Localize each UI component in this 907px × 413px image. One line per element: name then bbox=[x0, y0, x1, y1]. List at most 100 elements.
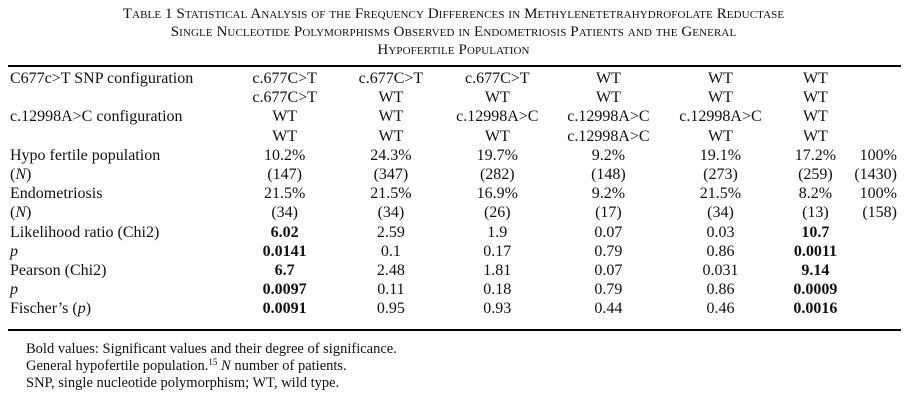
footnote-n-definition: number of patients. bbox=[234, 358, 347, 374]
table-cell bbox=[854, 69, 897, 88]
table-cell: 0.03 bbox=[706, 223, 735, 241]
table-cell: 0.0091 bbox=[262, 300, 307, 318]
table-cell: 21.5% bbox=[699, 185, 742, 203]
footnote-reference: 15 bbox=[208, 357, 218, 367]
table-cell: (1430) bbox=[854, 165, 897, 183]
table-cell: 21.5% bbox=[370, 185, 412, 203]
table-row: WT WT WT c.12998A>C WT WT bbox=[10, 127, 897, 146]
table-row: (N) (147) (347) (282) (148) (273) (259) (1430) bbox=[10, 165, 897, 184]
table-cell: 24.3% bbox=[370, 146, 412, 164]
table-cell: (34) bbox=[271, 204, 298, 222]
table-cell: 0.79 bbox=[594, 242, 623, 260]
table-row: p 0.0097 0.11 0.18 0.79 0.86 0.0009 bbox=[10, 280, 897, 299]
table-cell: 0.0141 bbox=[262, 242, 307, 260]
table-cell: WT bbox=[272, 108, 298, 126]
table-cell: 6.7 bbox=[274, 261, 295, 279]
table-cell: (34) bbox=[707, 204, 734, 222]
table-row: Pearson (Chi2) 6.7 2.48 1.81 0.07 0.031 9.14 bbox=[10, 261, 897, 280]
table-cell: 0.46 bbox=[706, 300, 735, 318]
caption-line-1: Table 1 Statistical Analysis of the Freq… bbox=[122, 6, 785, 22]
table-cell bbox=[854, 242, 897, 261]
table-cell: c.12998A>C bbox=[679, 108, 762, 126]
table-cell: (147) bbox=[267, 165, 302, 183]
table-cell: c.677C>T bbox=[252, 89, 317, 107]
table-cell: (273) bbox=[703, 165, 738, 183]
table-row: c.12998A>C configuration WT WT c.12998A>C c.… bbox=[10, 107, 897, 126]
table-cell: 9.2% bbox=[591, 146, 626, 164]
table-cell: 6.02 bbox=[270, 223, 299, 241]
table-cell: WT bbox=[272, 127, 298, 145]
table-row: Endometriosis 21.5% 21.5% 16.9% 9.2% 21.5% 8.2… bbox=[10, 184, 897, 203]
table-cell: 0.17 bbox=[483, 242, 512, 260]
table-cell: 0.93 bbox=[483, 300, 512, 318]
table-cell: (282) bbox=[479, 165, 515, 183]
table-cell bbox=[854, 88, 897, 107]
table-cell: 2.48 bbox=[376, 261, 405, 279]
table-row: Fischer’s (p) 0.0091 0.95 0.93 0.44 0.46 0.001… bbox=[10, 299, 897, 318]
table-cell: WT bbox=[484, 127, 510, 145]
row-label: Likelihood ratio (Chi2) bbox=[10, 223, 160, 241]
table-cell: 0.07 bbox=[594, 223, 623, 241]
footnote-n-symbol: N bbox=[221, 358, 231, 374]
footnote-population-text: General hypofertile population. bbox=[26, 358, 209, 374]
table-cell bbox=[854, 107, 897, 126]
table-cell: WT bbox=[378, 89, 404, 107]
row-label: (N) bbox=[10, 165, 32, 183]
table-row: (N) (34) (34) (26) (17) (34) (13) (158) bbox=[10, 203, 897, 222]
table-cell: 100% bbox=[859, 185, 897, 203]
table-row: Likelihood ratio (Chi2) 6.02 2.59 1.9 0.07 0.… bbox=[10, 223, 897, 242]
caption-line-2: Single Nucleotide Polymorphisms Observed… bbox=[170, 24, 737, 40]
table-cell: WT bbox=[708, 70, 733, 87]
table-cell: 1.81 bbox=[483, 261, 512, 279]
table-cell: WT bbox=[708, 127, 733, 145]
table-cell: WT bbox=[802, 127, 828, 145]
table-cell: WT bbox=[378, 108, 404, 126]
table-cell bbox=[854, 223, 897, 242]
table-cell: WT bbox=[708, 89, 733, 107]
table-cell: (158) bbox=[862, 204, 897, 222]
row-label: C677c>T SNP configuration bbox=[10, 70, 194, 87]
footnote-abbreviations: SNP, single nucleotide polymorphism; WT,… bbox=[26, 375, 340, 391]
table-row: p 0.0141 0.1 0.17 0.79 0.86 0.0011 bbox=[10, 242, 897, 261]
footnote-population: General hypofertile population.15 N numb… bbox=[26, 358, 397, 375]
table-cell: (259) bbox=[798, 165, 833, 183]
table-footnotes: Bold values: Significant values and thei… bbox=[26, 341, 397, 392]
table-cell: (26) bbox=[483, 204, 511, 222]
table-cell bbox=[854, 127, 897, 146]
table-cell: 0.0011 bbox=[793, 242, 837, 260]
table-cell: WT bbox=[595, 89, 621, 107]
row-label: Endometriosis bbox=[10, 185, 103, 203]
row-label: p bbox=[10, 242, 18, 260]
table-cell: c.12998A>C bbox=[567, 127, 650, 145]
table-cell: WT bbox=[802, 108, 828, 126]
row-label: p bbox=[10, 281, 18, 299]
table-cell: (34) bbox=[377, 204, 405, 222]
table-cell: 0.0097 bbox=[262, 281, 307, 299]
table-cell: 0.18 bbox=[483, 281, 512, 299]
footnote-bold-values: Bold values: Significant values and thei… bbox=[26, 341, 397, 357]
table-cell bbox=[854, 299, 897, 318]
table-cell: (148) bbox=[591, 165, 626, 183]
table-cell: 0.11 bbox=[377, 281, 405, 299]
table-row: C677c>T SNP configuration c.677C>T c.677C>… bbox=[10, 69, 897, 88]
row-label: Pearson (Chi2) bbox=[10, 261, 107, 279]
table-row: Hypo fertile population 10.2% 24.3% 19.7% 9.… bbox=[10, 146, 897, 165]
table-cell: WT bbox=[595, 70, 621, 87]
table-caption: Table 1 Statistical Analysis of the Freq… bbox=[0, 5, 907, 59]
table-cell: c.12998A>C bbox=[567, 108, 650, 126]
table-cell: 1.9 bbox=[487, 223, 508, 241]
table-cell: 9.2% bbox=[591, 185, 626, 203]
table-row: c.677C>T WT WT WT WT WT bbox=[10, 88, 897, 107]
table-cell: 0.07 bbox=[594, 261, 623, 279]
table-cell bbox=[854, 280, 897, 299]
table-cell: c.677C>T bbox=[252, 70, 317, 87]
row-label: (N) bbox=[10, 204, 32, 222]
statistics-table: C677c>T SNP configuration c.677C>T c.677C>… bbox=[10, 69, 897, 318]
table-cell: 10.2% bbox=[263, 146, 306, 164]
table-cell: (347) bbox=[373, 165, 409, 183]
row-label: Hypo fertile population bbox=[10, 146, 161, 164]
table-cell: 19.1% bbox=[699, 146, 742, 164]
table-cell: 19.7% bbox=[476, 146, 518, 164]
table-cell: 0.1 bbox=[380, 242, 401, 260]
